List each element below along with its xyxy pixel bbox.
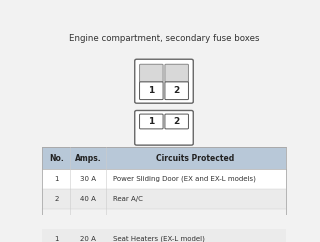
Text: 2: 2 [173, 86, 180, 95]
FancyBboxPatch shape [165, 114, 188, 129]
FancyBboxPatch shape [135, 110, 193, 145]
Text: 40 A: 40 A [80, 196, 96, 202]
FancyBboxPatch shape [140, 114, 163, 129]
Text: 2: 2 [54, 196, 59, 202]
Text: Circuits Protected: Circuits Protected [156, 154, 235, 163]
Bar [43, 189, 285, 209]
Bar [43, 229, 285, 242]
FancyBboxPatch shape [135, 59, 193, 103]
Text: 30 A: 30 A [80, 176, 96, 182]
Text: Engine compartment, secondary fuse boxes: Engine compartment, secondary fuse boxes [69, 34, 259, 43]
Text: Amps.: Amps. [75, 154, 101, 163]
Text: No.: No. [49, 154, 64, 163]
Bar [43, 169, 285, 189]
FancyBboxPatch shape [165, 64, 188, 82]
Text: 20 A: 20 A [80, 236, 96, 242]
Text: 1: 1 [148, 86, 155, 95]
Text: 2: 2 [173, 117, 180, 126]
Text: Power Sliding Door (EX and EX-L models): Power Sliding Door (EX and EX-L models) [113, 176, 256, 182]
FancyBboxPatch shape [165, 82, 188, 100]
Text: Seat Heaters (EX-L model): Seat Heaters (EX-L model) [113, 236, 205, 242]
Bar [43, 209, 285, 229]
Text: Rear A/C: Rear A/C [113, 196, 143, 202]
FancyBboxPatch shape [140, 82, 163, 100]
Text: 1: 1 [148, 117, 155, 126]
Bar [43, 147, 285, 169]
Text: 1: 1 [54, 176, 59, 182]
FancyBboxPatch shape [140, 64, 163, 82]
Text: 1: 1 [54, 236, 59, 242]
